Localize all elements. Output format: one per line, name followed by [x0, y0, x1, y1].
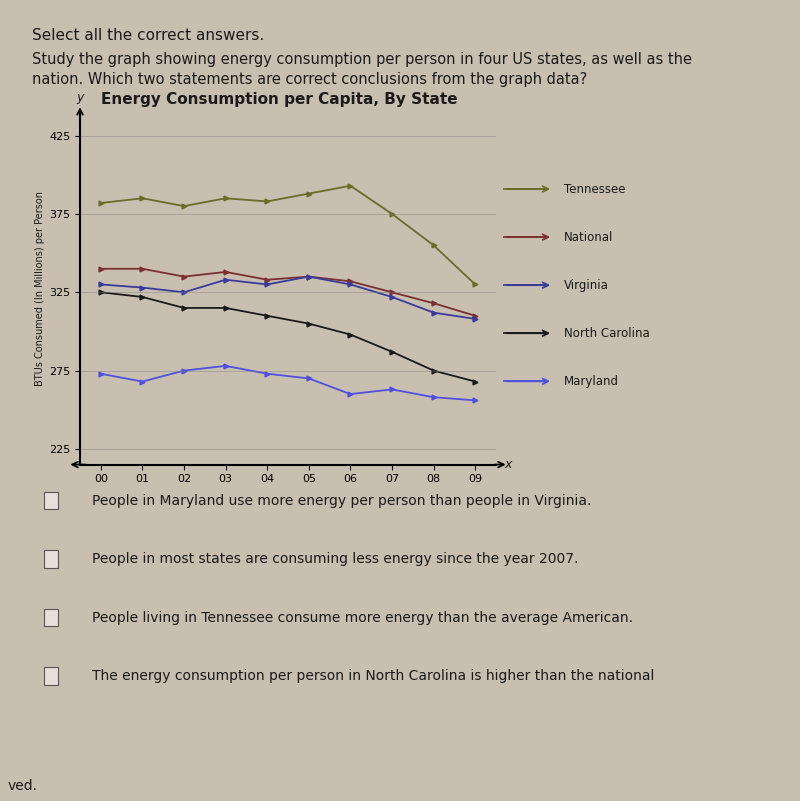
Virginia: [304, 272, 314, 281]
North Carolina: [429, 366, 438, 376]
North Carolina: [470, 376, 480, 386]
National: [179, 272, 189, 281]
Virginia: [470, 314, 480, 324]
National: [304, 272, 314, 281]
Tennessee: [429, 240, 438, 250]
Text: The energy consumption per person in North Carolina is higher than the national: The energy consumption per person in Nor…: [92, 669, 654, 683]
Text: People living in Tennessee consume more energy than the average American.: People living in Tennessee consume more …: [92, 610, 633, 625]
Virginia: [262, 280, 272, 289]
Line: National: National: [98, 267, 478, 318]
Text: Tennessee: Tennessee: [564, 183, 626, 195]
Text: People in Maryland use more energy per person than people in Virginia.: People in Maryland use more energy per p…: [92, 493, 591, 508]
Text: nation. Which two statements are correct conclusions from the graph data?: nation. Which two statements are correct…: [32, 72, 587, 87]
Text: National: National: [564, 231, 614, 244]
Maryland: [470, 396, 480, 405]
Text: Study the graph showing energy consumption per person in four US states, as well: Study the graph showing energy consumpti…: [32, 52, 692, 67]
National: [138, 264, 147, 274]
Text: Maryland: Maryland: [564, 375, 619, 388]
National: [387, 288, 397, 297]
Tennessee: [304, 189, 314, 199]
Text: North Carolina: North Carolina: [564, 327, 650, 340]
Text: Virginia: Virginia: [564, 279, 609, 292]
National: [96, 264, 106, 274]
National: [429, 299, 438, 308]
Tennessee: [96, 198, 106, 207]
Y-axis label: BTUs Consumed (In Millions) per Person: BTUs Consumed (In Millions) per Person: [35, 191, 45, 386]
Maryland: [304, 373, 314, 383]
Maryland: [429, 392, 438, 402]
Text: People in most states are consuming less energy since the year 2007.: People in most states are consuming less…: [92, 552, 578, 566]
Text: Select all the correct answers.: Select all the correct answers.: [32, 28, 264, 43]
North Carolina: [221, 303, 230, 312]
North Carolina: [346, 330, 355, 340]
Maryland: [221, 361, 230, 371]
Virginia: [221, 275, 230, 284]
Line: Virginia: Virginia: [98, 274, 478, 321]
Tennessee: [387, 209, 397, 219]
North Carolina: [138, 292, 147, 302]
Text: y: y: [76, 91, 84, 104]
Virginia: [429, 308, 438, 317]
Line: Tennessee: Tennessee: [98, 183, 478, 287]
Maryland: [262, 369, 272, 379]
Virginia: [138, 283, 147, 292]
Virginia: [96, 280, 106, 289]
Tennessee: [138, 194, 147, 203]
Maryland: [346, 389, 355, 399]
Line: North Carolina: North Carolina: [98, 290, 478, 384]
National: [470, 311, 480, 320]
North Carolina: [262, 311, 272, 320]
North Carolina: [304, 319, 314, 328]
Maryland: [96, 369, 106, 379]
Text: Energy Consumption per Capita, By State: Energy Consumption per Capita, By State: [101, 92, 458, 107]
Virginia: [387, 292, 397, 302]
Maryland: [179, 366, 189, 376]
National: [221, 267, 230, 276]
Line: Maryland: Maryland: [98, 364, 478, 403]
Tennessee: [262, 196, 272, 206]
Maryland: [387, 384, 397, 394]
National: [262, 275, 272, 284]
Virginia: [179, 288, 189, 297]
North Carolina: [96, 288, 106, 297]
Maryland: [138, 376, 147, 386]
Text: x: x: [504, 458, 512, 471]
National: [346, 276, 355, 286]
Tennessee: [221, 194, 230, 203]
Tennessee: [346, 181, 355, 191]
Text: ved.: ved.: [8, 779, 38, 793]
Tennessee: [470, 280, 480, 289]
North Carolina: [387, 347, 397, 356]
North Carolina: [179, 303, 189, 312]
Virginia: [346, 280, 355, 289]
Tennessee: [179, 201, 189, 211]
